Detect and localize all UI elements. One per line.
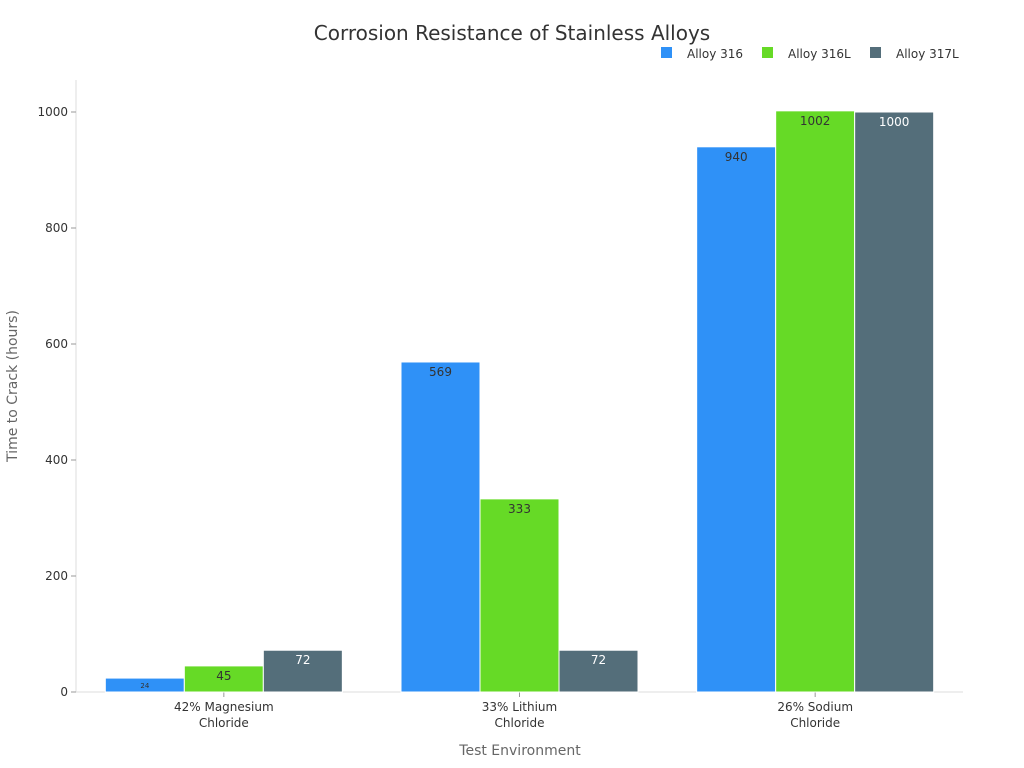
data-label: 940 (725, 150, 748, 164)
bar (558, 649, 639, 693)
x-tick-label: Chloride (199, 716, 249, 730)
legend-label: Alloy 317L (896, 47, 959, 61)
bar (479, 498, 560, 693)
bar (775, 110, 856, 693)
y-tick-label: 200 (45, 569, 68, 583)
bar (696, 146, 777, 693)
y-axis-label: Time to Crack (hours) (5, 310, 21, 463)
data-label: 24 (140, 682, 149, 690)
y-tick-label: 800 (45, 221, 68, 235)
y-tick-label: 600 (45, 337, 68, 351)
x-tick-label: 42% Magnesium (174, 700, 274, 714)
data-label: 45 (216, 669, 231, 683)
x-tick-label: Chloride (495, 716, 545, 730)
bar (400, 361, 481, 693)
legend-label: Alloy 316 (687, 47, 743, 61)
legend-swatch (870, 47, 881, 58)
x-tick-label: Chloride (790, 716, 840, 730)
bar (262, 649, 343, 693)
legend-swatch (762, 47, 773, 58)
data-label: 1002 (800, 114, 831, 128)
x-axis-label: Test Environment (458, 743, 581, 759)
y-tick-label: 0 (60, 685, 68, 699)
x-tick-label: 26% Sodium (777, 700, 853, 714)
chart-title: Corrosion Resistance of Stainless Alloys (314, 21, 710, 45)
data-label: 569 (429, 365, 452, 379)
legend-swatch (661, 47, 672, 58)
y-tick-label: 400 (45, 453, 68, 467)
data-label: 333 (508, 502, 531, 516)
data-label: 1000 (879, 115, 910, 129)
x-tick-label: 33% Lithium (482, 700, 557, 714)
data-label: 72 (591, 653, 606, 667)
legend-label: Alloy 316L (788, 47, 851, 61)
data-label: 72 (295, 653, 310, 667)
y-tick-label: 1000 (37, 105, 68, 119)
bar (854, 111, 935, 693)
bar (183, 665, 264, 693)
